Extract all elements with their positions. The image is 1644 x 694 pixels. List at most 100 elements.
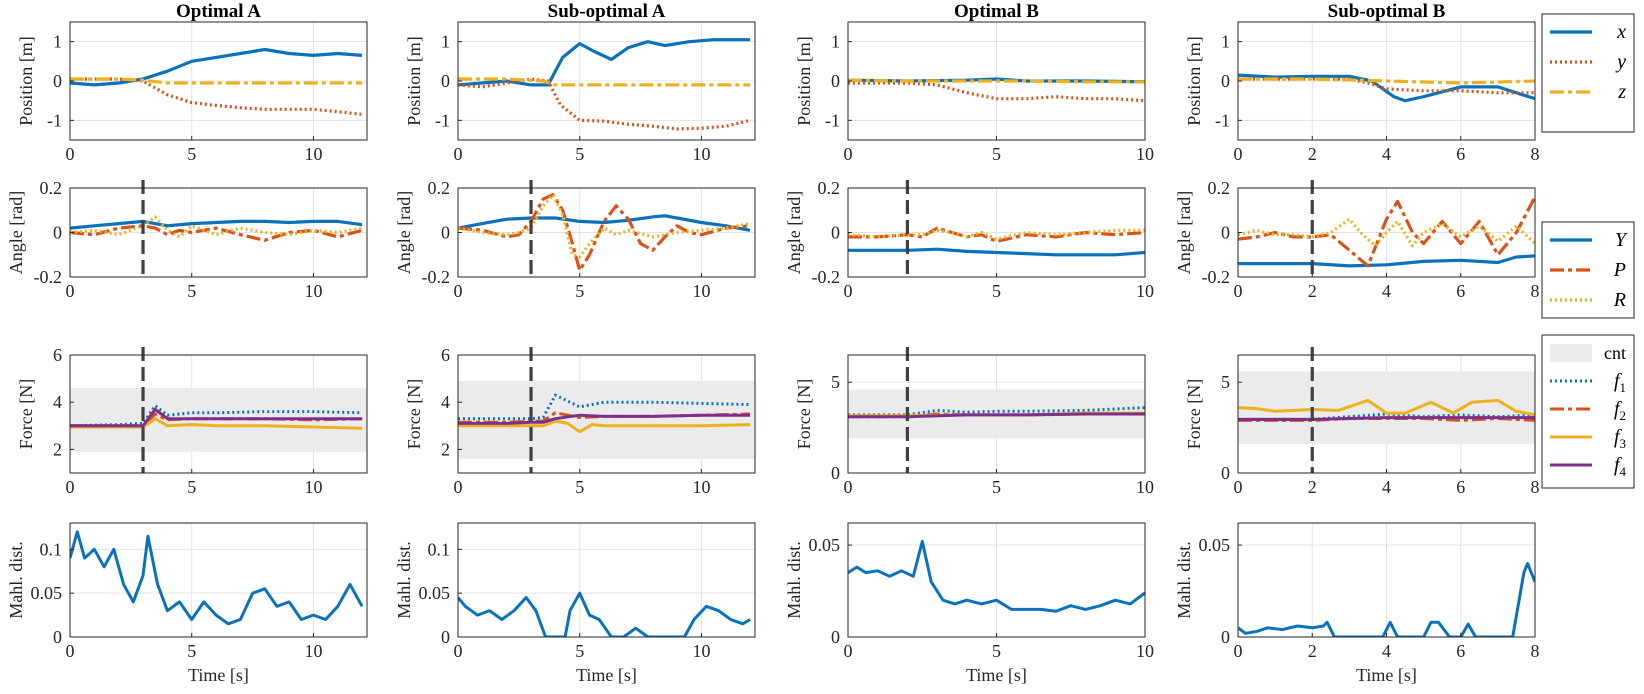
y-axis-label: Mahl. dist. (6, 541, 26, 619)
x-tick-label: 0 (844, 144, 853, 164)
x-tick-label: 2 (1308, 144, 1317, 164)
series-f4-line (458, 413, 751, 425)
y-tick-label: 0.05 (1199, 535, 1231, 555)
x-tick-label: 10 (304, 281, 322, 301)
y-tick-label: -1 (47, 110, 62, 130)
x-tick-label: 0 (66, 477, 75, 497)
x-tick-label: 6 (1456, 281, 1465, 301)
x-tick-label: 5 (575, 477, 584, 497)
series-f1-line (70, 404, 363, 428)
x-tick-label: 10 (692, 477, 710, 497)
panel-mahl: 0 5 10 0 0.05 0.1 Mahl. dist. Time [s] (6, 522, 368, 685)
plot-area (70, 47, 363, 116)
x-tick-label: 5 (187, 144, 196, 164)
y-tick-label: 0 (1221, 71, 1230, 91)
legend-label-y: y (1615, 51, 1626, 73)
series-R-line (458, 193, 751, 259)
plot-area (1238, 562, 1535, 637)
x-tick-label: 0 (454, 144, 463, 164)
x-tick-label: 5 (187, 477, 196, 497)
y-tick-label: 0 (441, 71, 450, 91)
y-tick-label: -0.2 (812, 267, 841, 287)
x-tick-label: 0 (1234, 281, 1243, 301)
y-tick-label: 1 (441, 32, 450, 52)
y-tick-label: -1 (435, 110, 450, 130)
series-f1-line (458, 393, 751, 421)
plot-area (458, 193, 751, 272)
series-f4-line (848, 412, 1145, 419)
plot-area (458, 38, 751, 131)
x-tick-label: 4 (1382, 477, 1391, 497)
y-tick-label: 0 (1221, 627, 1230, 647)
x-axis-label: Time [s] (966, 665, 1027, 685)
y-tick-label: 5 (1221, 372, 1230, 392)
x-tick-label: 4 (1382, 144, 1391, 164)
x-tick-label: 0 (454, 281, 463, 301)
y-tick-label: -1 (825, 110, 840, 130)
x-tick-label: 0 (1234, 144, 1243, 164)
x-tick-label: 6 (1456, 641, 1465, 661)
series-y-line (70, 77, 363, 116)
plot-area (848, 389, 1145, 439)
series-y-line (848, 81, 1145, 103)
panel-force: 0 2 4 6 8 0 5 Force [N] (1184, 347, 1540, 497)
x-tick-label: 5 (575, 281, 584, 301)
series-R-line (70, 215, 363, 239)
y-tick-label: 0 (831, 463, 840, 483)
series-P-line (458, 193, 751, 272)
plot-area (458, 591, 751, 637)
legend-angle: YPR (1541, 221, 1635, 319)
y-axis-label: Force [N] (404, 379, 424, 449)
x-tick-label: 5 (992, 477, 1001, 497)
x-axis-label: Time [s] (188, 665, 249, 685)
x-tick-label: 0 (454, 477, 463, 497)
y-tick-label: 0 (53, 223, 62, 243)
y-tick-label: 4 (53, 392, 62, 412)
y-tick-label: 0 (53, 71, 62, 91)
plot-area (70, 530, 364, 626)
y-tick-label: 0.05 (31, 583, 63, 603)
series-Y-line (70, 219, 363, 230)
axes-frame (457, 522, 756, 638)
x-tick-label: 2 (1308, 477, 1317, 497)
legend-label-Y: Y (1615, 229, 1628, 251)
x-tick-label: 0 (66, 641, 75, 661)
plot-area (458, 380, 755, 459)
x-tick-label: 10 (692, 281, 710, 301)
legend-swatch-cnt (1550, 344, 1592, 362)
x-tick-label: 5 (187, 641, 196, 661)
series-mahl-line (1238, 562, 1535, 637)
axes-frame (69, 522, 368, 638)
x-tick-label: 8 (1531, 144, 1540, 164)
series-z-line (848, 78, 1145, 84)
series-Y-line (458, 214, 751, 232)
y-axis-label: Angle [rad] (784, 191, 804, 274)
y-tick-label: 0.2 (1208, 178, 1231, 198)
y-tick-label: 0 (831, 627, 840, 647)
x-axis-label: Time [s] (1356, 665, 1417, 685)
plot-area (70, 215, 363, 242)
axes-frame (69, 354, 368, 474)
y-tick-label: 2 (53, 439, 62, 459)
x-tick-label: 10 (1136, 641, 1154, 661)
x-tick-label: 8 (1531, 477, 1540, 497)
plot-area (848, 226, 1145, 257)
x-tick-label: 10 (692, 144, 710, 164)
y-tick-label: 0.05 (419, 583, 451, 603)
x-tick-label: 5 (992, 144, 1001, 164)
y-tick-label: 0 (1221, 223, 1230, 243)
y-tick-label: 0.1 (428, 539, 451, 559)
x-tick-label: 6 (1456, 477, 1465, 497)
x-tick-label: 4 (1382, 641, 1391, 661)
x-tick-label: 0 (454, 641, 463, 661)
x-tick-label: 10 (304, 477, 322, 497)
x-tick-label: 0 (844, 641, 853, 661)
legend-label-z: z (1617, 81, 1626, 103)
y-tick-label: 1 (831, 32, 840, 52)
x-tick-label: 5 (575, 641, 584, 661)
